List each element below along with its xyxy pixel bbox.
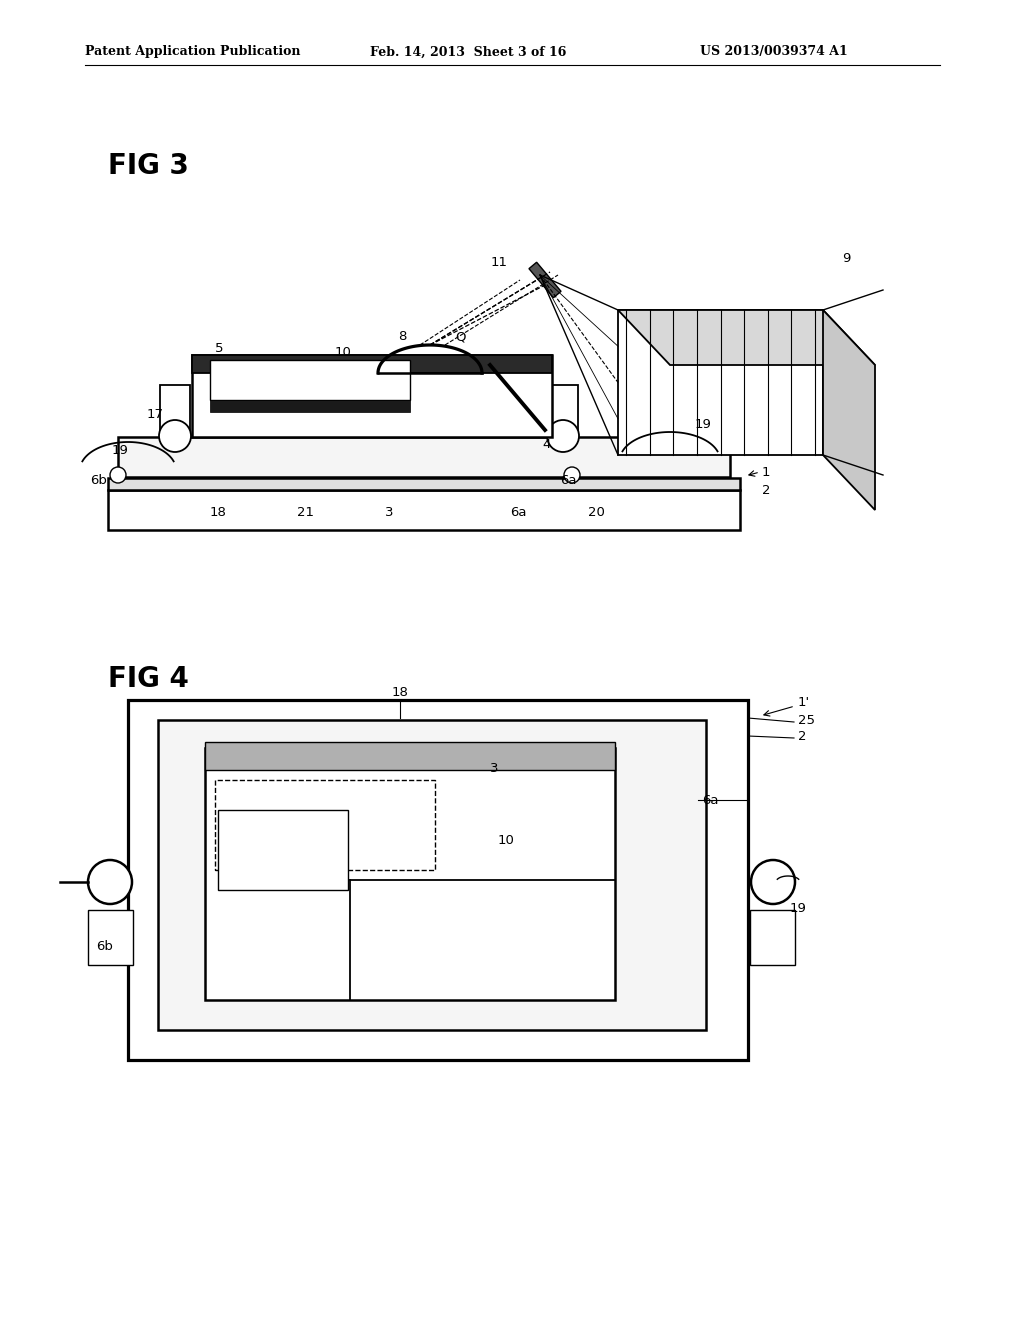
Bar <box>215 780 435 870</box>
Text: 8: 8 <box>398 330 407 343</box>
Circle shape <box>547 420 579 451</box>
Bar <box>210 400 410 412</box>
Polygon shape <box>823 310 874 510</box>
Text: 11: 11 <box>490 256 508 268</box>
Bar <box>193 355 552 437</box>
Text: 9: 9 <box>842 252 850 264</box>
Circle shape <box>751 861 795 904</box>
Circle shape <box>564 467 580 483</box>
Text: FIG 3: FIG 3 <box>108 152 188 180</box>
Circle shape <box>159 420 191 451</box>
Text: 1': 1' <box>798 697 810 710</box>
Bar <box>205 742 615 770</box>
Bar <box>548 385 578 437</box>
Polygon shape <box>529 263 561 298</box>
Polygon shape <box>108 478 740 490</box>
Bar <box>88 909 133 965</box>
Text: 2: 2 <box>762 483 770 496</box>
Bar <box>205 748 615 1001</box>
Text: 6b: 6b <box>90 474 106 487</box>
Text: 6a: 6a <box>510 506 526 519</box>
Circle shape <box>88 861 132 904</box>
Text: 18: 18 <box>391 686 409 700</box>
Text: Patent Application Publication: Patent Application Publication <box>85 45 300 58</box>
Text: 4: 4 <box>542 438 550 451</box>
Bar <box>618 310 823 455</box>
Bar <box>210 360 410 400</box>
Text: 10: 10 <box>498 833 515 846</box>
Bar <box>193 355 552 374</box>
Text: US 2013/0039374 A1: US 2013/0039374 A1 <box>700 45 848 58</box>
Text: 19: 19 <box>112 444 129 457</box>
Text: 1: 1 <box>762 466 770 479</box>
Bar <box>158 719 706 1030</box>
Circle shape <box>110 467 126 483</box>
Bar <box>160 385 190 437</box>
Text: 20: 20 <box>588 506 605 519</box>
Text: 6b: 6b <box>96 940 114 953</box>
Text: Feb. 14, 2013  Sheet 3 of 16: Feb. 14, 2013 Sheet 3 of 16 <box>370 45 566 58</box>
Text: 6a: 6a <box>560 474 577 487</box>
Bar <box>218 810 348 890</box>
Bar <box>750 909 795 965</box>
Text: 18: 18 <box>210 506 227 519</box>
Text: 25: 25 <box>798 714 815 726</box>
Polygon shape <box>118 437 730 477</box>
Text: 2: 2 <box>798 730 807 743</box>
Polygon shape <box>108 490 740 531</box>
Bar <box>128 700 748 1060</box>
Text: 10: 10 <box>335 346 352 359</box>
Text: 19: 19 <box>695 418 712 432</box>
Text: 17: 17 <box>147 408 164 421</box>
Polygon shape <box>618 310 874 366</box>
Text: 6a: 6a <box>702 793 719 807</box>
Text: FIG 4: FIG 4 <box>108 665 188 693</box>
Text: 21: 21 <box>297 506 314 519</box>
Text: 5: 5 <box>215 342 223 355</box>
Text: Q: Q <box>455 330 466 343</box>
Text: 3: 3 <box>385 506 393 519</box>
Text: 19: 19 <box>790 902 807 915</box>
Text: 3: 3 <box>490 762 499 775</box>
